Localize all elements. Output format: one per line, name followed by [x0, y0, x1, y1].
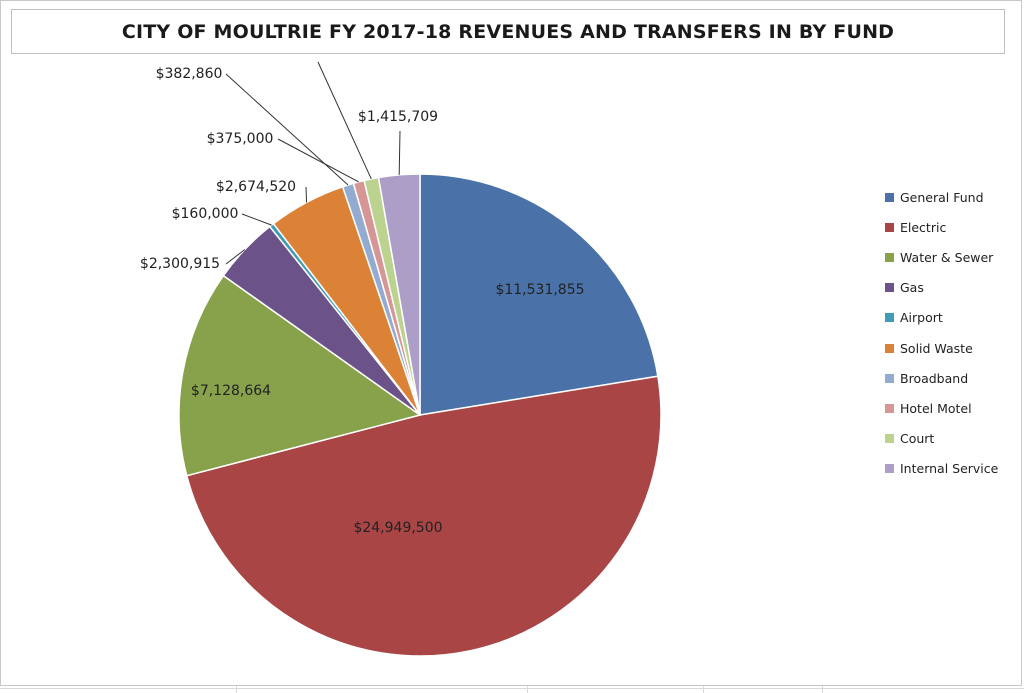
legend-item[interactable]: Broadband [885, 363, 1020, 393]
legend-label: Broadband [900, 370, 969, 386]
pie-slice-water-sewer[interactable] [178, 274, 422, 477]
legend-swatch [885, 464, 894, 474]
legend-swatch [885, 343, 894, 353]
data-label: $160,000 [172, 206, 239, 222]
chart-title-box: CITY OF MOULTRIE FY 2017-18 REVENUES AND… [11, 9, 1005, 54]
legend-swatch [885, 403, 894, 413]
legend-item[interactable]: Hotel Motel [885, 393, 1020, 423]
legend-swatch [885, 434, 894, 444]
leader-line [398, 130, 401, 175]
legend-item[interactable]: Court [885, 424, 1020, 454]
legend-label: General Fund [900, 189, 984, 205]
legend-label: Hotel Motel [900, 400, 972, 416]
chart-legend[interactable]: General Fund Electric Water & Sewer Gas Airp… [885, 182, 1020, 484]
data-label: $382,860 [156, 66, 223, 82]
data-label: $2,300,915 [140, 256, 220, 272]
legend-swatch [885, 192, 894, 202]
legend-label: Electric [900, 219, 947, 235]
legend-item[interactable]: Internal Service [885, 454, 1020, 484]
legend-label: Court [900, 431, 935, 447]
leader-line [241, 213, 272, 226]
pie-slice-general-fund[interactable] [419, 173, 659, 416]
leader-line [305, 186, 308, 203]
data-label: $1,415,709 [358, 109, 438, 125]
data-label: $7,128,664 [191, 383, 271, 399]
legend-swatch [885, 252, 894, 262]
data-label: $2,674,520 [216, 179, 296, 195]
data-label: $24,949,500 [353, 520, 442, 536]
data-label: $375,000 [207, 131, 274, 147]
legend-swatch [885, 313, 894, 323]
legend-label: Water & Sewer [900, 249, 994, 265]
leader-line [277, 138, 359, 183]
legend-label: Gas [900, 280, 924, 296]
chart-title: CITY OF MOULTRIE FY 2017-18 REVENUES AND… [121, 20, 895, 43]
legend-swatch [885, 283, 894, 293]
legend-label: Airport [900, 310, 943, 326]
leader-line [225, 249, 246, 265]
legend-item[interactable]: Water & Sewer [885, 242, 1020, 272]
legend-item[interactable]: Airport [885, 303, 1020, 333]
sheet-gridline [0, 688, 1024, 689]
legend-label: Solid Waste [900, 340, 973, 356]
legend-item[interactable]: Solid Waste [885, 333, 1020, 363]
data-label: $11,531,855 [495, 282, 584, 298]
leader-line [225, 73, 349, 186]
legend-swatch [885, 222, 894, 232]
legend-item[interactable]: Electric [885, 212, 1020, 242]
legend-swatch [885, 373, 894, 383]
pie-slice-electric[interactable] [185, 375, 662, 657]
legend-label: Internal Service [900, 461, 999, 477]
leader-line [317, 61, 372, 180]
legend-item[interactable]: General Fund [885, 182, 1020, 212]
legend-item[interactable]: Gas [885, 273, 1020, 303]
